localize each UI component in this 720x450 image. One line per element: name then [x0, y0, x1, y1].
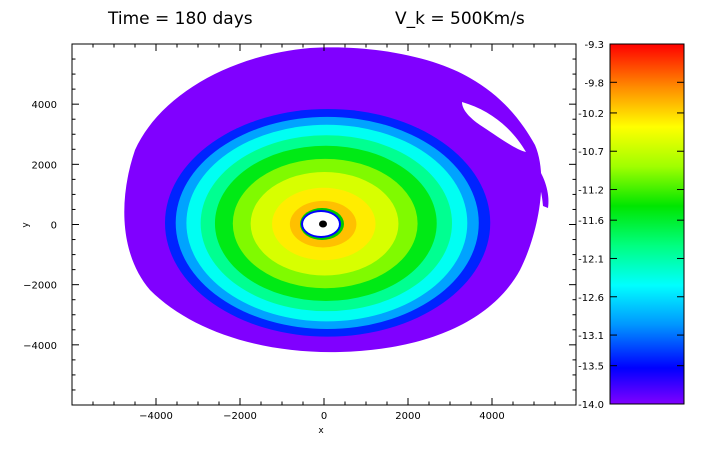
x-axis: −4000 −2000 0 2000 4000	[71, 44, 577, 422]
disk-tail-arm	[448, 85, 530, 145]
colorbar-tick-label: -9.3	[584, 40, 604, 51]
colorbar	[609, 43, 685, 405]
colorbar-tick-label: -12.6	[578, 293, 604, 304]
x-tick-label: −2000	[223, 411, 257, 422]
y-tick-label: −2000	[23, 281, 57, 292]
y-tick-label: 2000	[32, 160, 57, 171]
chart-title-velocity: V_k = 500Km/s	[395, 9, 525, 29]
central-object	[319, 220, 327, 228]
colorbar-tick-label: -14.0	[578, 400, 604, 411]
accretion-disk	[124, 47, 549, 353]
x-tick-label: −4000	[139, 411, 173, 422]
y-tick-label: 4000	[32, 100, 57, 111]
x-tick-label: 4000	[479, 411, 504, 422]
colorbar-tick-label: -10.7	[578, 147, 604, 158]
y-tick-label: −4000	[23, 341, 57, 352]
colorbar-tick-label: -10.2	[578, 109, 604, 120]
disk-arm-gap	[462, 102, 526, 152]
colorbar-tick-label: -13.5	[578, 362, 604, 373]
x-tick-label: 0	[321, 411, 327, 422]
colorbar-tick-label: -11.2	[578, 186, 604, 197]
colorbar-ticks: -9.3 -9.8 -10.2 -10.7 -11.2 -11.6 -12.1 -12.6 -1…	[578, 40, 684, 411]
disk-tail-fragment	[534, 168, 549, 208]
chart-title-time: Time = 180 days	[107, 9, 253, 29]
y-axis: −4000 −2000 0 2000 4000	[23, 43, 576, 406]
colorbar-tick-label: -9.8	[584, 78, 604, 89]
colorbar-tick-label: -11.6	[578, 216, 604, 227]
x-axis-label: x	[318, 426, 324, 436]
colorbar-tick-label: -12.1	[578, 254, 604, 265]
colorbar-tick-label: -13.1	[578, 331, 604, 342]
y-tick-label: 0	[51, 221, 57, 232]
y-axis-label: y	[21, 222, 31, 228]
x-tick-label: 2000	[395, 411, 420, 422]
